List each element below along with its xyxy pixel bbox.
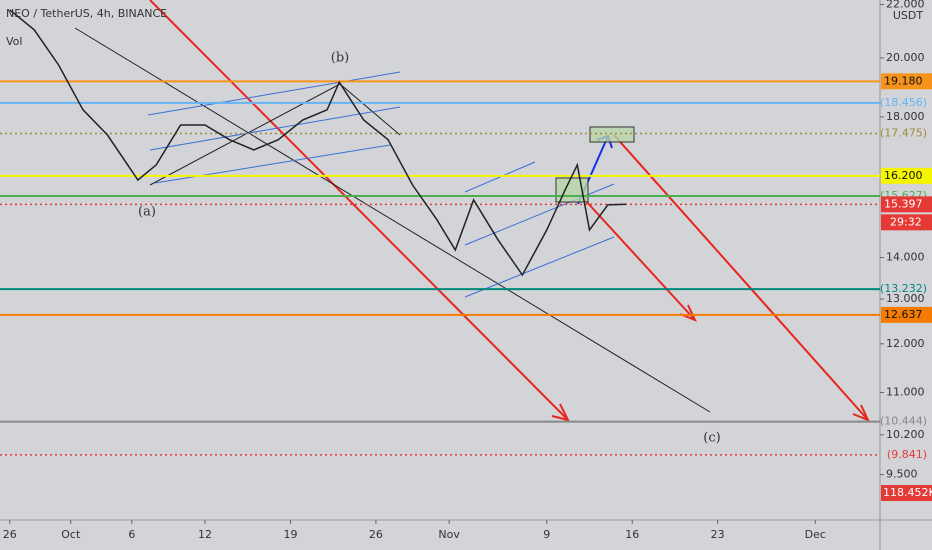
x-tick-label: Nov: [438, 528, 460, 541]
x-tick-label: Dec: [805, 528, 826, 541]
arrow: [149, 0, 569, 421]
drawings: [74, 0, 870, 422]
volume-value: 118.452K: [883, 486, 932, 499]
chart-title: NEO / TetherUS, 4h, BINANCE: [6, 7, 167, 20]
y-tick-label: 11.000: [886, 386, 925, 399]
wave-label: (b): [331, 51, 349, 66]
level-label: (10.444): [880, 415, 927, 428]
level-label: 16.200: [884, 169, 923, 182]
x-tick-label: 9: [543, 528, 550, 541]
level-label: 19.180: [884, 74, 923, 87]
x-tick-label: 26: [369, 528, 383, 541]
level-label: (17.475): [880, 126, 927, 139]
price-box: [881, 196, 932, 213]
arrow-head: [551, 403, 570, 422]
channel-line: [464, 236, 615, 298]
trend-line: [74, 27, 711, 413]
channel-line: [464, 183, 615, 246]
price-line: [9, 9, 627, 277]
x-tick-label: Oct: [61, 528, 81, 541]
level-label: 12.637: [884, 308, 923, 321]
wave-label: (a): [138, 205, 156, 220]
y-tick-label: 12.000: [886, 337, 925, 350]
unit-label: USDT: [893, 9, 924, 22]
y-tick-label: 13.000: [886, 292, 925, 305]
level-label: (18.456): [880, 96, 927, 109]
x-tick-label: 23: [711, 528, 725, 541]
y-tick-label: 22.000: [886, 0, 925, 11]
level-label: (9.841): [887, 448, 927, 461]
channel-line: [149, 106, 401, 151]
arrow-head: [679, 304, 697, 322]
channel-line: [147, 71, 401, 116]
wave-label: (c): [703, 431, 720, 446]
arrow: [613, 134, 869, 421]
price-box: [881, 306, 932, 323]
y-tick-label: 9.500: [886, 468, 918, 481]
level-label: (13.232): [880, 282, 927, 295]
arrow-head: [852, 404, 870, 422]
volume-label: Vol: [6, 35, 22, 48]
arrow: [584, 199, 696, 321]
price-box: [881, 73, 932, 90]
price-box: [881, 167, 932, 184]
target-box: [589, 126, 635, 143]
y-tick-label: 10.200: [886, 428, 925, 441]
x-tick-label: 16: [625, 528, 639, 541]
x-tick-label: 6: [128, 528, 135, 541]
channel-line: [464, 161, 536, 193]
x-tick-label: 19: [283, 528, 297, 541]
level-label: 15.397: [884, 197, 923, 210]
volume-box: [881, 485, 932, 501]
x-tick-label: 12: [198, 528, 212, 541]
countdown: 29:32: [890, 215, 922, 228]
y-tick-label: 18.000: [886, 110, 925, 123]
y-tick-label: 14.000: [886, 251, 925, 264]
countdown-box: [881, 214, 932, 231]
y-tick-label: 20.000: [886, 51, 925, 64]
x-tick-label: 26: [3, 528, 17, 541]
